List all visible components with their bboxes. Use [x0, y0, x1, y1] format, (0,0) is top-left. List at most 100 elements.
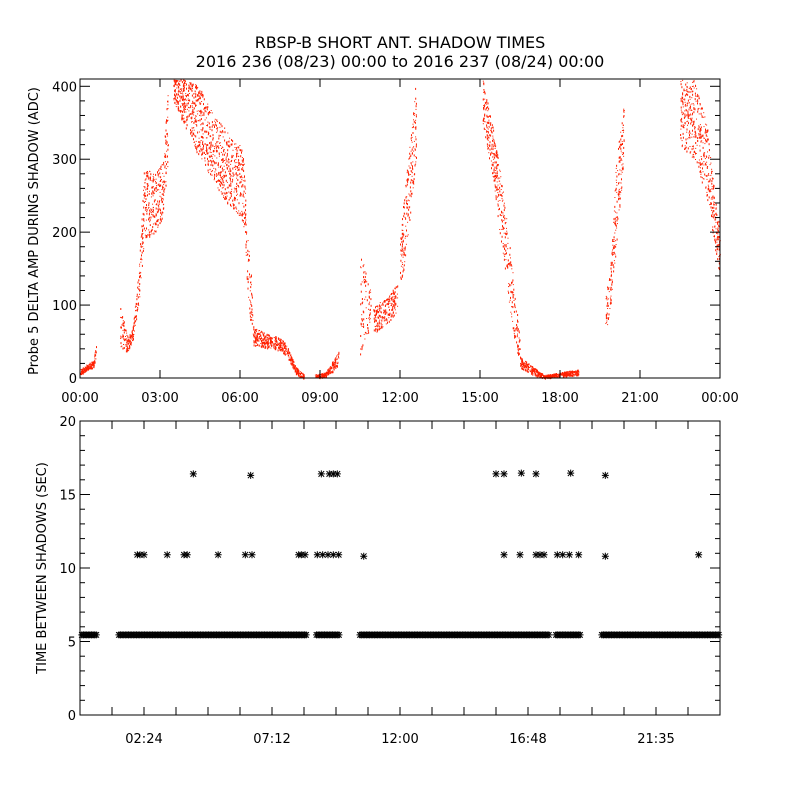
- data-point: [222, 167, 223, 170]
- data-point: [228, 191, 230, 193]
- data-point: [687, 90, 689, 93]
- data-point: [698, 95, 700, 97]
- data-point: [196, 124, 198, 127]
- data-point: [400, 278, 402, 280]
- data-point: [144, 182, 146, 183]
- data-point: [265, 339, 267, 341]
- data-point: [222, 147, 224, 149]
- data-point: [490, 122, 492, 125]
- data-point: [195, 93, 197, 96]
- data-point: [415, 105, 417, 108]
- data-point: [382, 316, 384, 318]
- data-point: [376, 310, 378, 312]
- data-point: [692, 121, 694, 123]
- data-point: [140, 261, 142, 263]
- data-point: [606, 314, 608, 317]
- data-point: [365, 331, 367, 333]
- data-point: [698, 113, 700, 115]
- data-point: [259, 330, 260, 331]
- data-point: [264, 335, 266, 337]
- data-point: [135, 305, 137, 307]
- data-point: [490, 160, 492, 162]
- data-point: [710, 207, 712, 209]
- data-point: [250, 286, 252, 289]
- data-point: [623, 146, 625, 149]
- data-point: [150, 173, 152, 176]
- data-point: [365, 291, 367, 293]
- x-tick-label: 07:12: [253, 732, 290, 747]
- data-point: [245, 254, 247, 256]
- data-point: [236, 193, 238, 195]
- data-point: [261, 343, 263, 346]
- data-point: [156, 211, 158, 214]
- data-point: [374, 317, 376, 319]
- data-point: [681, 117, 683, 120]
- data-point: [332, 361, 334, 364]
- y-tick-label: 5: [68, 636, 76, 651]
- data-point: [154, 216, 156, 218]
- data-point: [502, 199, 504, 201]
- data-point: [218, 137, 220, 140]
- data-point: [405, 217, 407, 220]
- data-point: [164, 153, 166, 155]
- data-point: [262, 341, 264, 344]
- data-point: [218, 189, 220, 192]
- data-point: [684, 104, 686, 107]
- data-point: [271, 337, 273, 339]
- data-point: [503, 254, 505, 256]
- data-point: [154, 189, 156, 192]
- data-point: [177, 109, 179, 111]
- x-tick-label: 12:00: [381, 391, 418, 406]
- data-point: [187, 93, 189, 95]
- data-point: [220, 174, 221, 177]
- data-point: [152, 203, 154, 205]
- data-point: [291, 359, 293, 362]
- data-point: [249, 290, 251, 292]
- data-point: [334, 366, 336, 368]
- data-point: [522, 363, 524, 366]
- data-point: [290, 354, 292, 357]
- data-point: [212, 134, 214, 137]
- data-point: [402, 270, 404, 273]
- data-point: [260, 343, 262, 344]
- data-point: [202, 137, 204, 139]
- data-point: [391, 313, 393, 315]
- data-point: [576, 373, 578, 375]
- data-point: [409, 206, 411, 208]
- data-point: [212, 164, 214, 167]
- data-point: [162, 199, 164, 201]
- data-point: [126, 348, 128, 351]
- data-point: [138, 304, 140, 306]
- data-point: [195, 147, 197, 149]
- data-point: [258, 337, 260, 339]
- data-point: [535, 368, 537, 370]
- data-point: [255, 334, 257, 337]
- data-point: [713, 203, 715, 206]
- data-point: [207, 112, 209, 115]
- data-point: [264, 345, 266, 347]
- data-point: [219, 143, 221, 144]
- data-point: [296, 367, 298, 369]
- data-point: [165, 144, 167, 145]
- data-point: [510, 263, 512, 266]
- data-point: [384, 305, 386, 307]
- data-point: [241, 163, 243, 165]
- data-point: [403, 206, 405, 209]
- data-point: [514, 307, 516, 309]
- data-point: [577, 371, 579, 374]
- asterisk-point: [301, 551, 309, 559]
- data-point: [177, 106, 179, 108]
- data-point: [499, 232, 501, 235]
- data-point: [402, 256, 404, 258]
- data-point: [497, 204, 499, 207]
- data-point: [142, 228, 144, 231]
- data-point: [701, 158, 703, 161]
- data-point: [275, 346, 277, 349]
- data-point: [195, 84, 197, 86]
- data-point: [273, 342, 275, 345]
- data-point: [394, 306, 396, 309]
- data-point: [487, 147, 489, 150]
- data-point: [219, 153, 220, 155]
- data-point: [708, 196, 710, 199]
- data-point: [226, 141, 227, 144]
